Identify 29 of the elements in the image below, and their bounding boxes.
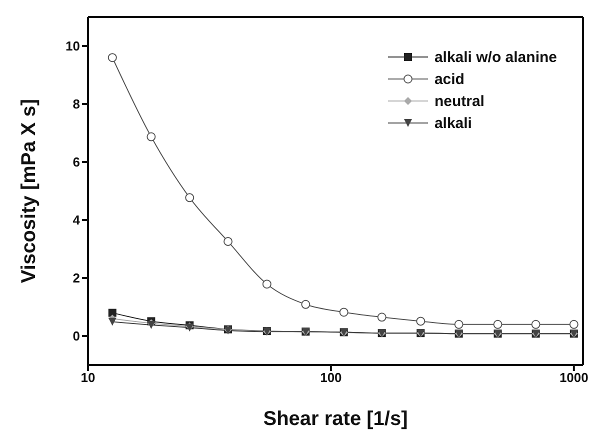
point [377,312,386,322]
x-tick-label: 1000 [559,370,588,386]
y-tick-label: 10 [66,38,80,54]
point [108,53,117,62]
point [185,193,194,202]
point [531,320,540,329]
point [493,320,502,329]
point [224,236,233,246]
point [146,132,156,142]
legend-label: alkali [434,114,472,132]
y-tick-label: 0 [72,328,80,344]
legend-label: neutral [434,92,484,110]
point [301,300,310,309]
point [108,308,116,317]
point [569,320,578,329]
y-tick-label: 8 [72,96,80,112]
point [339,308,348,317]
legend-label: acid [434,70,464,88]
point [108,318,116,326]
point [454,320,464,329]
point [416,316,426,326]
x-tick-label: 100 [320,370,342,386]
x-axis-title: Shear rate [1/s] [263,408,408,430]
y-tick-label: 2 [72,270,80,286]
y-axis-title: Viscosity [mPa X s] [18,98,40,284]
y-tick-label: 4 [72,212,81,228]
legend-label: alkali w/o alanine [434,48,557,66]
point [262,280,272,289]
y-tick-label: 6 [72,154,80,170]
